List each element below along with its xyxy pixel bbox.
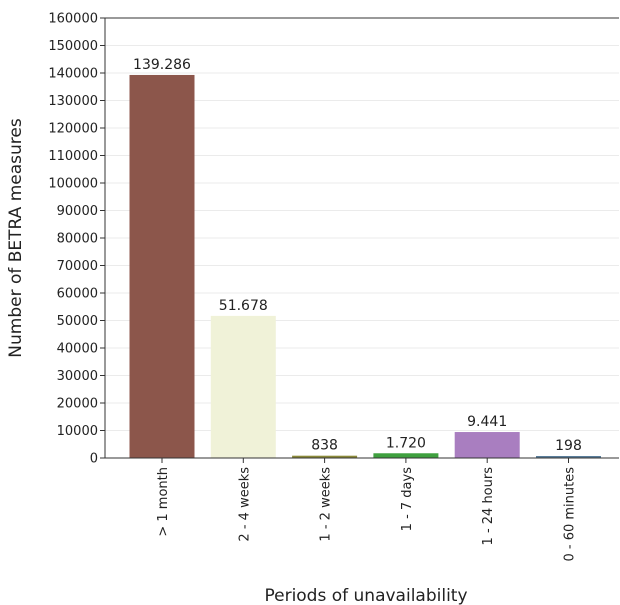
y-tick-label: 30000: [57, 369, 98, 384]
y-axis-title: Number of BETRA measures: [6, 118, 26, 358]
bar: [129, 74, 195, 458]
y-tick-label: 70000: [57, 259, 98, 274]
y-tick-label: 10000: [57, 424, 98, 439]
x-axis-ticks: > 1 month 2 - 4 weeks 1 - 2 weeks 1 - 7 day…: [156, 458, 578, 562]
y-tick-label: 0: [90, 452, 98, 467]
y-tick-label: 130000: [48, 94, 98, 109]
y-tick-label: 110000: [48, 149, 98, 164]
y-tick-label: 150000: [48, 39, 98, 54]
y-tick-label: 60000: [57, 287, 98, 302]
bars: [129, 74, 601, 458]
value-labels: 139.286 51.678 838 1.720 9.441 198: [133, 57, 582, 454]
data-label: 51.678: [219, 298, 268, 314]
x-tick-label: 0 - 60 minutes: [563, 467, 578, 562]
y-tick-label: 160000: [48, 12, 98, 27]
y-tick-label: 100000: [48, 177, 98, 192]
data-label: 198: [555, 438, 582, 454]
x-tick-label: > 1 month: [156, 467, 171, 537]
bar: [454, 432, 520, 458]
bar: [292, 455, 358, 458]
data-label: 1.720: [386, 435, 426, 451]
data-label: 9.441: [467, 414, 507, 430]
y-tick-label: 90000: [57, 204, 98, 219]
x-axis-title: Periods of unavailability: [264, 586, 467, 605]
data-label: 139.286: [133, 57, 191, 73]
y-tick-label: 20000: [57, 397, 98, 412]
x-tick-label: 1 - 7 days: [400, 467, 415, 532]
y-tick-label: 140000: [48, 67, 98, 82]
y-tick-label: 50000: [57, 314, 98, 329]
x-tick-label: 1 - 2 weeks: [319, 467, 334, 542]
x-tick-label: 2 - 4 weeks: [237, 467, 252, 542]
bar: [373, 453, 439, 458]
y-tick-label: 120000: [48, 122, 98, 137]
data-label: 838: [311, 438, 338, 454]
y-tick-label: 80000: [57, 232, 98, 247]
x-tick-label: 1 - 24 hours: [481, 467, 496, 546]
y-tick-label: 40000: [57, 342, 98, 357]
y-axis-ticks: 0 10000 20000 30000 40000 50000 60000 70000 8000…: [48, 12, 105, 467]
bar: [536, 456, 601, 458]
bar: [210, 315, 276, 458]
